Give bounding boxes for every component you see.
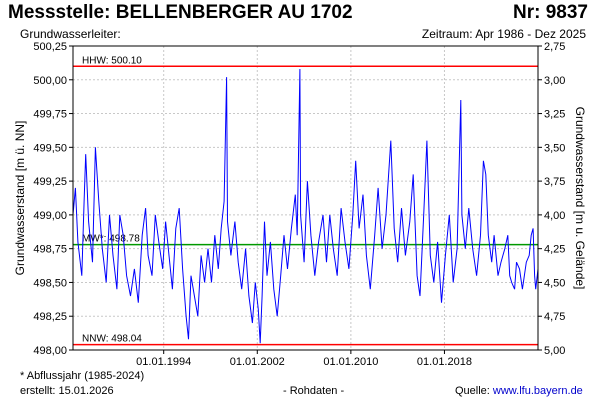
station-number: Nr: 9837 bbox=[513, 2, 588, 23]
reference-line-label: NNW: 498.04 bbox=[82, 334, 142, 345]
y-tick-label-right: 5,00 bbox=[544, 345, 565, 357]
y-tick-label-right: 3,00 bbox=[544, 75, 565, 87]
aquifer-label: Grundwasserleiter: bbox=[20, 27, 121, 41]
footnote-runoff-year: * Abflussjahr (1985-2024) bbox=[20, 370, 145, 382]
y-tick-label-left: 498,50 bbox=[33, 277, 67, 289]
x-tick-label: 01.01.2018 bbox=[417, 356, 472, 368]
created-date: erstellt: 15.01.2026 bbox=[20, 385, 114, 397]
y-tick-label-left: 498,75 bbox=[33, 244, 67, 256]
x-tick-label: 01.01.2002 bbox=[230, 356, 285, 368]
y-tick-label-right: 4,50 bbox=[544, 277, 565, 289]
y-tick-label-right: 2,75 bbox=[544, 41, 565, 53]
y-tick-label-left: 498,00 bbox=[33, 345, 67, 357]
source-label: Quelle: bbox=[455, 385, 490, 397]
y-tick-label-left: 499,25 bbox=[33, 176, 67, 188]
plot-area bbox=[73, 46, 538, 350]
y-tick-label-left: 498,25 bbox=[33, 311, 67, 323]
series-line-groundwater bbox=[72, 68, 539, 344]
y-tick-label-left: 500,00 bbox=[33, 75, 67, 87]
y-axis-left: 498,00 498,25 498,50 498,75 499,00 499,25 499,… bbox=[33, 41, 73, 357]
y-tick-label-right: 3,25 bbox=[544, 109, 565, 121]
x-axis: 01.01.1994 01.01.2002 01.01.2010 01.01.2018 bbox=[136, 350, 472, 368]
y-tick-label-right: 3,50 bbox=[544, 142, 565, 154]
y-tick-label-right: 3,75 bbox=[544, 176, 565, 188]
source-info: Quelle: www.lfu.bayern.de bbox=[455, 385, 583, 397]
period-label: Zeitraum: Apr 1986 - Dez 2025 bbox=[421, 27, 586, 41]
x-tick-label: 01.01.2010 bbox=[323, 356, 378, 368]
source-link[interactable]: www.lfu.bayern.de bbox=[492, 385, 583, 397]
y-axis-left-label: Grundwasserstand [m ü. NN] bbox=[13, 121, 27, 276]
reference-line-label: HHW: 500.10 bbox=[82, 55, 142, 66]
y-axis-right-label: Grundwasserstand [m u. Gelände] bbox=[573, 107, 587, 290]
y-tick-label-right: 4,75 bbox=[544, 311, 565, 323]
y-tick-label-right: 4,00 bbox=[544, 210, 565, 222]
plot-frame bbox=[72, 45, 539, 351]
y-tick-label-left: 499,75 bbox=[33, 109, 67, 121]
y-tick-label-left: 500,25 bbox=[33, 41, 67, 53]
data-type-label: - Rohdaten - bbox=[283, 385, 345, 397]
y-axis-right: 2,75 3,00 3,25 3,50 3,75 4,00 4,25 4,50 4,75 5,00 bbox=[538, 41, 565, 357]
y-tick-label-left: 499,50 bbox=[33, 142, 67, 154]
x-tick-label: 01.01.1994 bbox=[136, 356, 191, 368]
y-tick-label-right: 4,25 bbox=[544, 244, 565, 256]
station-title: Messstelle: BELLENBERGER AU 1702 bbox=[8, 2, 353, 23]
y-tick-label-left: 499,00 bbox=[33, 210, 67, 222]
